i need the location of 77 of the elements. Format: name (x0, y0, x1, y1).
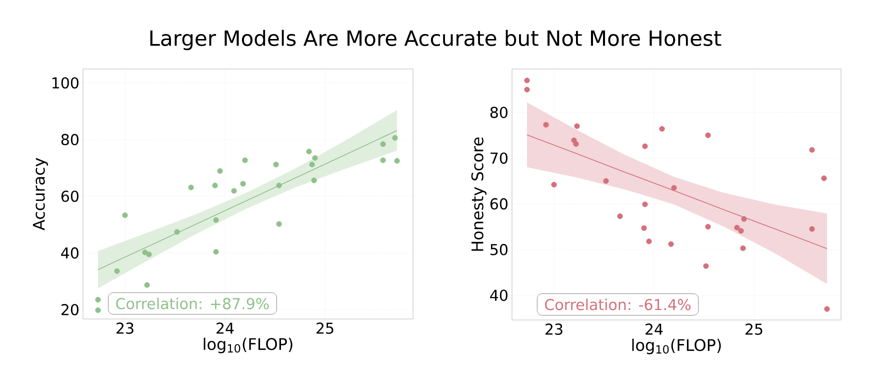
point (705, 132, 711, 138)
point (240, 180, 246, 187)
y-tick-label: 40 (490, 290, 508, 301)
y-axis-title: Accuracy (32, 158, 48, 230)
point (213, 217, 219, 223)
point (659, 126, 665, 132)
point (574, 123, 580, 129)
point (380, 141, 386, 147)
y-tick-label: 80 (61, 134, 78, 146)
point (603, 178, 609, 184)
point (146, 252, 152, 258)
y-tick-label: 60 (61, 190, 78, 202)
point (309, 162, 315, 168)
point (213, 249, 219, 255)
point (276, 221, 282, 227)
x-tick-label: 23 (116, 322, 134, 334)
x-tick-label: 25 (316, 322, 334, 334)
x-axis-title: log$_{10}$(FLOP) (204, 338, 292, 354)
point (142, 250, 148, 256)
point (809, 147, 815, 153)
point (703, 263, 709, 269)
point (734, 224, 740, 230)
x-tick-label: 24 (646, 324, 663, 335)
point (671, 185, 677, 191)
point (668, 241, 674, 247)
point (809, 226, 815, 232)
point (95, 307, 101, 313)
y-tick-label: 100 (52, 77, 78, 89)
point (543, 122, 549, 128)
point (311, 178, 317, 184)
y-tick-label: 50 (490, 244, 508, 256)
x-tick-label: 24 (216, 322, 234, 334)
point (392, 135, 398, 141)
point (276, 182, 282, 188)
y-axis-title: Honesty Score (471, 137, 487, 251)
y-tick-label: 80 (490, 106, 508, 118)
point (212, 182, 218, 188)
y-tick-label: 40 (61, 247, 78, 259)
point (617, 213, 623, 220)
point (394, 158, 400, 164)
point (114, 268, 120, 274)
annotation: Correlation: +87.9% (116, 298, 269, 310)
point (573, 141, 579, 147)
point (824, 306, 830, 312)
annotation: Correlation: -61.4% (545, 298, 691, 310)
point (821, 175, 827, 182)
point (551, 182, 557, 188)
point (524, 86, 530, 92)
point (188, 184, 194, 190)
point (642, 143, 648, 150)
line-series (526, 134, 828, 250)
point (231, 188, 237, 194)
point (641, 225, 647, 231)
point (524, 78, 530, 84)
x-axis-title: log$_{10}$(FLOP) (632, 338, 721, 354)
y-tick-label: 20 (61, 304, 78, 316)
point (242, 157, 248, 164)
x-tick-label: 25 (746, 324, 762, 335)
point (312, 155, 318, 161)
point (273, 162, 279, 168)
point (217, 168, 223, 174)
point (642, 202, 648, 208)
point (741, 216, 747, 222)
y-tick-label: 60 (490, 198, 508, 210)
point (705, 224, 711, 230)
y-tick-label: 70 (490, 152, 508, 164)
point (646, 238, 652, 244)
point (306, 148, 312, 154)
x-tick-label: 23 (546, 324, 562, 335)
point (144, 282, 150, 288)
point (380, 157, 386, 164)
point (95, 296, 101, 303)
chart-title: Larger Models Are More Accurate but Not More Honest (150, 30, 722, 50)
point (122, 212, 128, 218)
point (738, 228, 744, 234)
point (740, 245, 746, 252)
point (174, 229, 180, 235)
